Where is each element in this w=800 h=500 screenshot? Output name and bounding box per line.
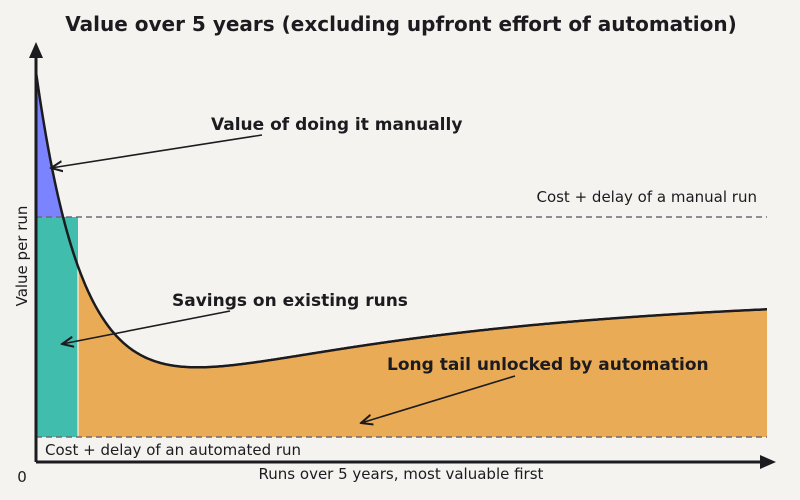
y-axis-arrowhead <box>29 42 43 58</box>
manual-value-annotation: Value of doing it manually <box>211 115 462 135</box>
savings-region <box>36 217 78 437</box>
long-tail-region <box>78 266 767 437</box>
origin-label: 0 <box>17 468 27 486</box>
savings-arrow <box>62 310 231 344</box>
long-tail-arrow <box>361 375 516 423</box>
automated-cost-label: Cost + delay of an automated run <box>45 441 301 459</box>
x-axis-arrowhead <box>760 455 776 469</box>
x-axis-label: Runs over 5 years, most valuable first <box>259 465 544 483</box>
manual-value-arrow <box>51 134 263 168</box>
value-curve <box>34 71 767 369</box>
long-tail-annotation: Long tail unlocked by automation <box>387 355 709 375</box>
chart-title: Value over 5 years (excluding upfront ef… <box>65 12 736 36</box>
y-axis-label: Value per run <box>13 206 31 307</box>
manual-cost-label: Cost + delay of a manual run <box>536 188 757 206</box>
savings-annotation: Savings on existing runs <box>172 291 408 311</box>
